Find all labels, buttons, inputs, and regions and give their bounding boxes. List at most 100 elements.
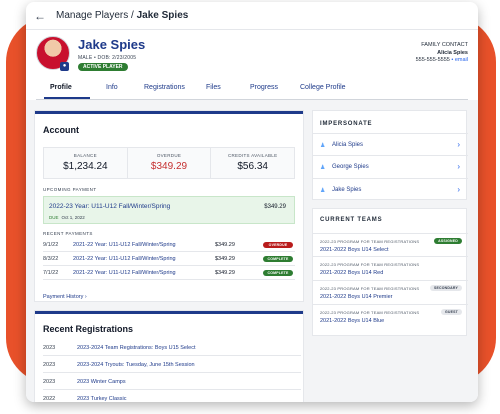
registration-year: 2023: [43, 362, 56, 368]
registration-title[interactable]: 2023 Turkey Classic: [77, 396, 127, 402]
player-meta: MALE • DOB: 2/23/2005: [78, 55, 137, 61]
team-row: 2022-23 PROGRAM FOR TEAM REGISTRATIONS 2…: [313, 281, 468, 305]
team-row: 2022-23 PROGRAM FOR TEAM REGISTRATIONS 2…: [313, 257, 468, 281]
impersonate-user-name[interactable]: Jake Spies: [332, 187, 362, 193]
payment-row: 7/1/22 2021-22 Year: U11-U12 Fall/Winter…: [43, 266, 295, 280]
payment-status-badge: COMPLETE: [263, 270, 293, 276]
tab-college-profile[interactable]: College Profile: [300, 84, 346, 91]
breadcrumb-current: Jake Spies: [136, 10, 189, 21]
impersonate-card: IMPERSONATE ♟ Alicia Spies › ♟ George Sp…: [312, 110, 468, 202]
overdue-cell: OVERDUE $349.29: [128, 148, 212, 178]
tab-bar: Profile Info Registrations Files Progres…: [36, 78, 468, 100]
registration-title[interactable]: 2023-2024 Tryouts: Tuesday, June 15th Se…: [77, 362, 195, 368]
separator-dot: •: [451, 57, 454, 63]
registration-year: 2023: [43, 345, 56, 351]
registration-row: 2023 2023-2024 Team Registrations: Boys …: [43, 339, 301, 356]
impersonate-title: IMPERSONATE: [320, 121, 373, 127]
arrow-left-icon[interactable]: ←: [34, 8, 46, 23]
top-bar: ← Manage Players / Jake Spies: [26, 2, 478, 30]
registration-title[interactable]: 2023 Winter Camps: [77, 379, 126, 385]
chevron-right-icon[interactable]: ›: [457, 162, 460, 171]
payment-history-link[interactable]: Payment History ›: [43, 294, 87, 300]
due-date: Oct 1, 2022: [61, 215, 85, 220]
tab-progress[interactable]: Progress: [250, 84, 279, 91]
impersonate-row[interactable]: ♟ Jake Spies ›: [313, 179, 468, 202]
tab-info[interactable]: Info: [106, 84, 118, 91]
tab-files[interactable]: Files: [206, 84, 221, 91]
balance-label: BALANCE: [73, 153, 97, 158]
payment-amount: $349.29: [215, 270, 235, 276]
upcoming-payment-title[interactable]: 2022-23 Year: U11-U12 Fall/Winter/Spring: [49, 203, 171, 210]
team-program: 2022-23 PROGRAM FOR TEAM REGISTRATIONS: [320, 239, 420, 244]
registration-row: 2023 2023 Winter Camps: [43, 373, 301, 390]
overdue-value: $349.29: [150, 161, 188, 172]
chevron-right-icon: ›: [84, 294, 87, 300]
user-switch-icon: ♟: [320, 188, 326, 194]
card-accent-bar: [35, 311, 303, 314]
payment-title[interactable]: 2021-22 Year: U11-U12 Fall/Winter/Spring: [73, 242, 176, 248]
impersonate-row[interactable]: ♟ Alicia Spies ›: [313, 133, 468, 156]
credits-value: $56.34: [237, 161, 268, 172]
card-accent-bar: [35, 111, 303, 114]
registration-title[interactable]: 2023-2024 Team Registrations: Boys U15 S…: [77, 345, 196, 351]
team-program: 2022-23 PROGRAM FOR TEAM REGISTRATIONS: [320, 310, 420, 315]
breadcrumb-parent[interactable]: Manage Players /: [56, 10, 134, 21]
current-teams-title: CURRENT TEAMS: [320, 217, 383, 223]
family-contact: FAMILY CONTACT Alicia Spies 555-555-5555…: [416, 42, 468, 65]
family-contact-name: Alicia Spies: [437, 49, 468, 56]
credits-label: CREDITS AVAILABLE: [227, 153, 278, 158]
status-badge: ACTIVE PLAYER: [78, 63, 128, 71]
account-title: Account: [43, 125, 79, 135]
player-profile-header: ● Jake Spies MALE • DOB: 2/23/2005 ACTIV…: [26, 30, 478, 78]
impersonate-user-name[interactable]: George Spies: [332, 164, 369, 170]
chevron-right-icon[interactable]: ›: [457, 140, 460, 149]
impersonate-row[interactable]: ♟ George Spies ›: [313, 156, 468, 179]
registration-year: 2023: [43, 379, 56, 385]
upcoming-payment-label: UPCOMING PAYMENT: [43, 187, 97, 192]
account-card: Account BALANCE $1,234.24 OVERDUE $349.2…: [34, 110, 304, 302]
team-name[interactable]: 2021-2022 Boys U14 Red: [320, 270, 384, 276]
team-status-badge: ASSIGNED: [434, 238, 462, 244]
team-program: 2022-23 PROGRAM FOR TEAM REGISTRATIONS: [320, 262, 420, 267]
payment-history-label[interactable]: Payment History: [43, 294, 84, 300]
payment-title[interactable]: 2021-22 Year: U11-U12 Fall/Winter/Spring: [73, 270, 176, 276]
balance-value: $1,234.24: [63, 161, 108, 172]
registration-year: 2022: [43, 396, 56, 402]
team-row: 2022-23 PROGRAM FOR TEAM REGISTRATIONS 2…: [313, 233, 468, 257]
recent-registrations-title: Recent Registrations: [43, 324, 134, 334]
payment-amount: $349.29: [215, 242, 235, 248]
upcoming-payment[interactable]: 2022-23 Year: U11-U12 Fall/Winter/Spring…: [43, 196, 295, 224]
payment-title[interactable]: 2021-22 Year: U11-U12 Fall/Winter/Spring: [73, 256, 176, 262]
app-window: ← Manage Players / Jake Spies ● Jake Spi…: [26, 2, 478, 402]
family-contact-label: FAMILY CONTACT: [421, 42, 468, 48]
active-tab-indicator: [44, 97, 90, 99]
team-program: 2022-23 PROGRAM FOR TEAM REGISTRATIONS: [320, 286, 420, 291]
registration-row: 2023 2023-2024 Tryouts: Tuesday, June 15…: [43, 356, 301, 373]
balance-summary: BALANCE $1,234.24 OVERDUE $349.29 CREDIT…: [43, 147, 295, 179]
email-link[interactable]: email: [454, 57, 468, 63]
recent-registrations-card: Recent Registrations 2023 2023-2024 Team…: [34, 310, 304, 402]
tab-registrations[interactable]: Registrations: [144, 84, 185, 91]
team-name[interactable]: 2021-2022 Boys U14 Premier: [320, 294, 393, 300]
payment-row: 8/3/22 2021-22 Year: U11-U12 Fall/Winter…: [43, 252, 295, 266]
impersonate-user-name[interactable]: Alicia Spies: [332, 142, 364, 148]
payment-date: 8/3/22: [43, 256, 59, 262]
team-row: 2022-23 PROGRAM FOR TEAM REGISTRATIONS 2…: [313, 305, 468, 329]
team-name[interactable]: 2021-2022 Boys U14 Blue: [320, 318, 385, 324]
player-name: Jake Spies: [78, 37, 146, 52]
user-switch-icon: ♟: [320, 143, 326, 149]
breadcrumb: Manage Players / Jake Spies: [56, 10, 188, 21]
team-status-badge: GUEST: [440, 309, 462, 315]
team-status-badge: SECONDARY: [429, 285, 462, 291]
tab-profile[interactable]: Profile: [50, 84, 72, 91]
current-teams-card: CURRENT TEAMS 2022-23 PROGRAM FOR TEAM R…: [312, 208, 468, 336]
camera-icon[interactable]: ●: [60, 62, 69, 71]
recent-payments-label: RECENT PAYMENTS: [43, 231, 93, 236]
payment-row: 9/1/22 2021-22 Year: U11-U12 Fall/Winter…: [43, 238, 295, 252]
team-name[interactable]: 2021-2022 Boys U14 Select: [320, 247, 389, 253]
chevron-right-icon[interactable]: ›: [457, 185, 460, 194]
payment-status-badge: OVERDUE: [263, 242, 293, 248]
payment-date: 7/1/22: [43, 270, 59, 276]
main-content: Account BALANCE $1,234.24 OVERDUE $349.2…: [26, 100, 478, 402]
